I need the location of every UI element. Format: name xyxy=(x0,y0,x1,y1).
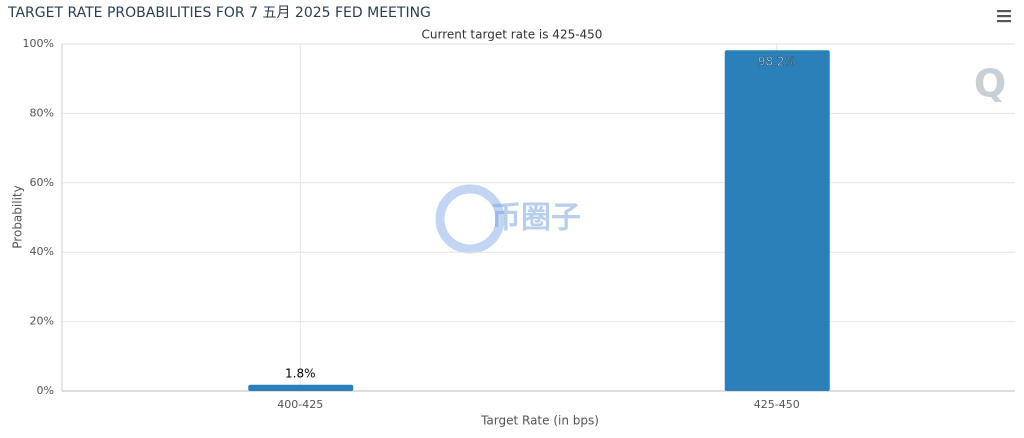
y-tick-label: 60% xyxy=(30,176,54,189)
x-axis-title: Target Rate (in bps) xyxy=(480,414,599,428)
y-tick-label: 40% xyxy=(30,245,54,258)
watermark: 币圈子 xyxy=(491,201,581,236)
y-tick-label: 100% xyxy=(23,37,54,50)
watermark-icon xyxy=(435,184,505,254)
y-tick-label: 0% xyxy=(37,384,54,397)
y-axis-title: Probability xyxy=(11,185,25,248)
chart-subtitle: Current target rate is 425-450 xyxy=(422,28,603,42)
y-tick-label: 20% xyxy=(30,315,54,328)
y-tick-label: 80% xyxy=(30,106,54,119)
bar xyxy=(724,50,830,391)
menu-button[interactable] xyxy=(997,10,1011,23)
data-label: 98.2% xyxy=(758,55,796,69)
x-tick-label: 425-450 xyxy=(754,398,800,411)
bar xyxy=(248,384,354,391)
chart-title: TARGET RATE PROBABILITIES FOR 7 五月 2025 … xyxy=(7,5,431,21)
x-tick-label: 400-425 xyxy=(277,398,323,411)
data-label: 1.8% xyxy=(285,366,316,380)
logo: Q xyxy=(974,62,1006,106)
